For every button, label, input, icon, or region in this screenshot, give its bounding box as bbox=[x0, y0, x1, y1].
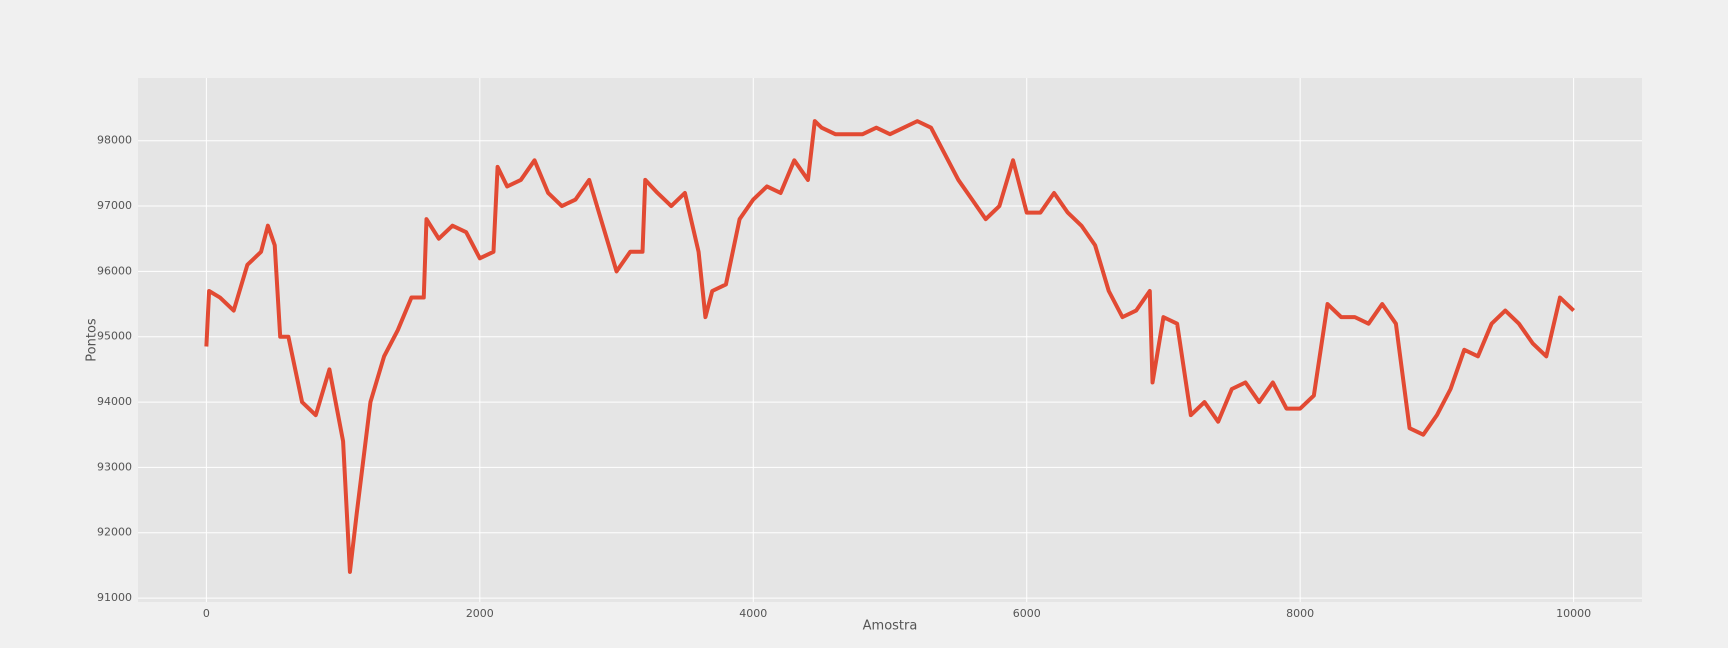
y-tick-label: 93000 bbox=[97, 460, 132, 473]
y-tick-label: 98000 bbox=[97, 134, 132, 147]
x-tick-label: 10000 bbox=[1556, 607, 1591, 620]
x-tick-label: 0 bbox=[203, 607, 210, 620]
x-tick-label: 2000 bbox=[466, 607, 494, 620]
y-tick-label: 94000 bbox=[97, 395, 132, 408]
y-tick-label: 97000 bbox=[97, 199, 132, 212]
marks bbox=[204, 119, 1576, 574]
y-tick-label: 91000 bbox=[97, 591, 132, 604]
plot-area bbox=[138, 78, 1642, 602]
y-tick-label: 92000 bbox=[97, 526, 132, 539]
y-tick-label: 96000 bbox=[97, 264, 132, 277]
x-tick-label: 8000 bbox=[1286, 607, 1314, 620]
y-axis-label: Pontos bbox=[85, 318, 100, 362]
grid: 91000 92000 93000 94000 95000 96000 97000 98000… bbox=[97, 78, 1642, 620]
x-tick-label: 6000 bbox=[1013, 607, 1041, 620]
y-tick-label: 95000 bbox=[97, 330, 132, 343]
x-tick-label: 4000 bbox=[739, 607, 767, 620]
series-line bbox=[204, 119, 1576, 574]
x-axis-label: Amostra bbox=[863, 619, 918, 634]
